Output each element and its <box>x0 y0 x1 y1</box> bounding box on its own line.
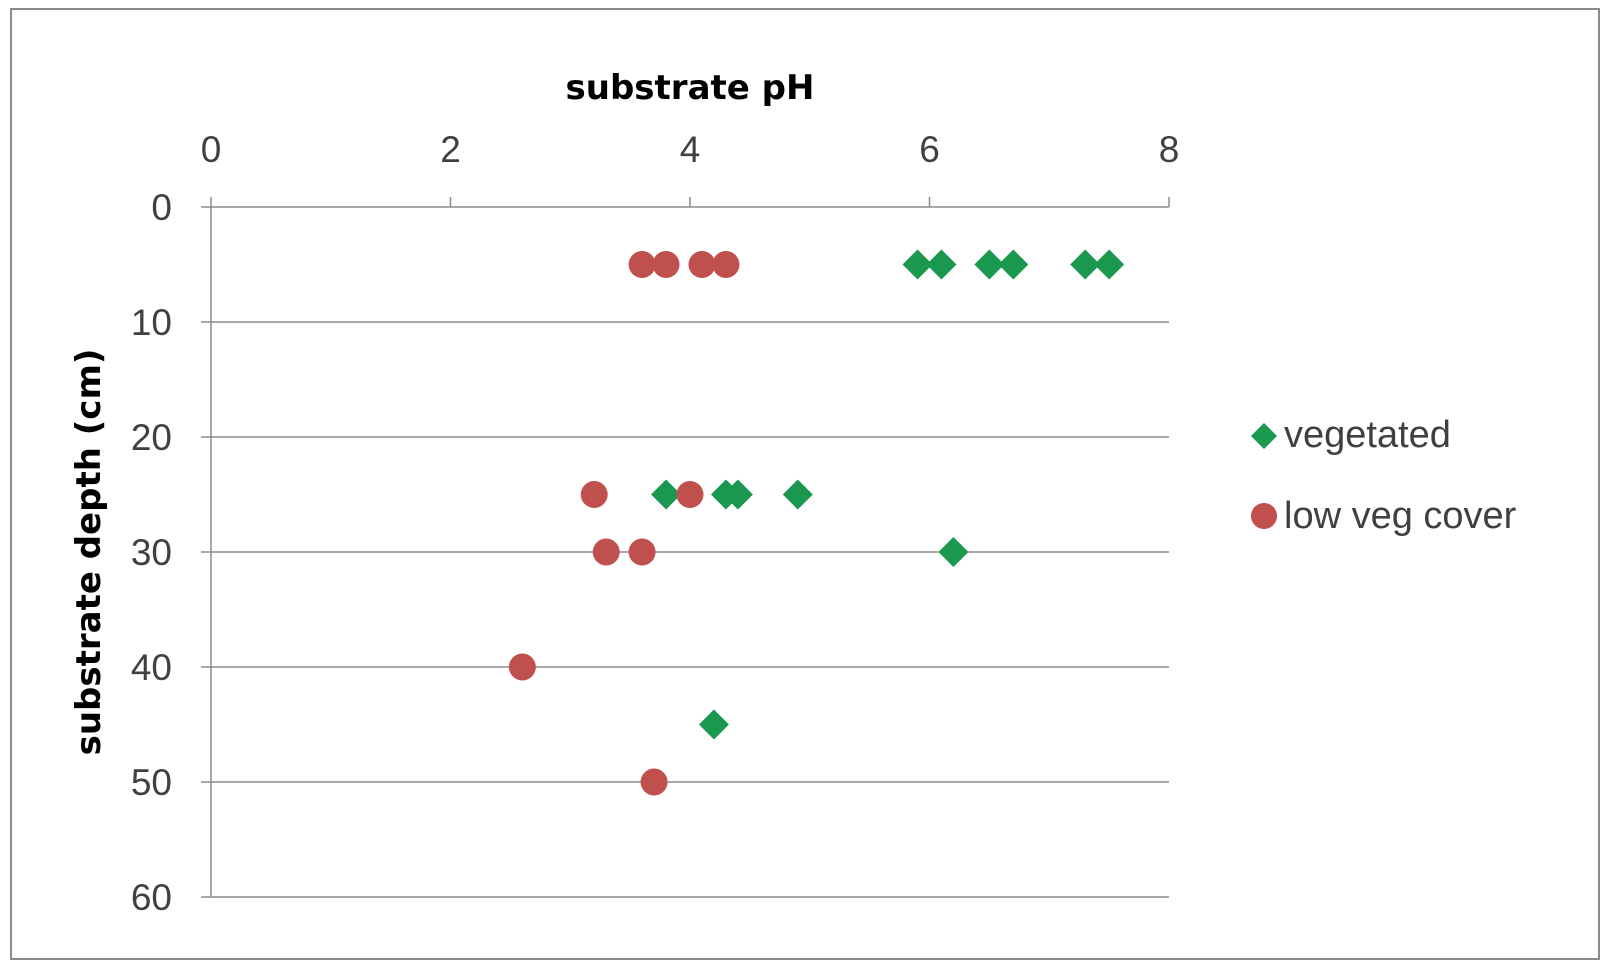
point-low-veg-cover <box>712 251 740 278</box>
x-tick-label: 0 <box>201 129 222 170</box>
y-tick-label: 60 <box>131 877 172 918</box>
point-vegetated <box>782 479 813 510</box>
legend-marker-circle-icon <box>1251 503 1277 529</box>
point-vegetated <box>902 249 933 280</box>
legend: vegetated low veg cover <box>1251 414 1517 537</box>
data-points <box>508 249 1125 796</box>
y-tick-label: 0 <box>151 187 172 228</box>
y-tick-label: 50 <box>131 762 172 803</box>
point-low-veg-cover <box>628 538 656 566</box>
x-tick-label: 2 <box>440 129 461 170</box>
x-tick-label: 8 <box>1159 129 1180 170</box>
point-low-veg-cover <box>688 251 716 278</box>
x-tick-label: 6 <box>919 129 940 170</box>
legend-item-low-veg-cover: low veg cover <box>1251 495 1517 537</box>
point-low-veg-cover <box>676 481 704 508</box>
y-tick-label: 20 <box>131 417 172 458</box>
y-tick-labels: 0 10 20 30 40 50 60 <box>131 187 172 918</box>
point-vegetated <box>1094 249 1125 280</box>
x-axis-title: substrate pH <box>566 68 815 108</box>
point-vegetated <box>698 709 729 740</box>
point-vegetated <box>722 479 753 510</box>
gridlines <box>201 321 1169 898</box>
point-vegetated <box>974 249 1005 280</box>
y-axis-title: substrate depth (cm) <box>69 349 109 756</box>
point-low-veg-cover <box>652 251 680 278</box>
y-tick-label: 40 <box>131 647 172 688</box>
x-tick-label: 4 <box>680 129 701 170</box>
y-tick-label: 30 <box>131 532 172 573</box>
x-tick-labels: 0 2 4 6 8 <box>201 129 1180 170</box>
point-vegetated <box>926 249 957 280</box>
point-low-veg-cover <box>592 538 620 566</box>
point-vegetated <box>998 249 1029 280</box>
point-low-veg-cover <box>628 251 656 278</box>
point-vegetated <box>651 479 682 510</box>
point-vegetated <box>1070 249 1101 280</box>
point-low-veg-cover <box>640 768 668 796</box>
y-tick-label: 10 <box>131 302 172 343</box>
point-low-veg-cover <box>580 481 608 508</box>
point-vegetated <box>938 537 969 567</box>
legend-label-low-veg-cover: low veg cover <box>1284 495 1517 537</box>
legend-item-vegetated: vegetated <box>1251 414 1451 456</box>
axes <box>201 197 1170 897</box>
chart-frame <box>10 8 1600 960</box>
legend-label-vegetated: vegetated <box>1284 414 1451 456</box>
legend-marker-diamond-icon <box>1251 423 1277 449</box>
point-low-veg-cover <box>508 653 536 681</box>
